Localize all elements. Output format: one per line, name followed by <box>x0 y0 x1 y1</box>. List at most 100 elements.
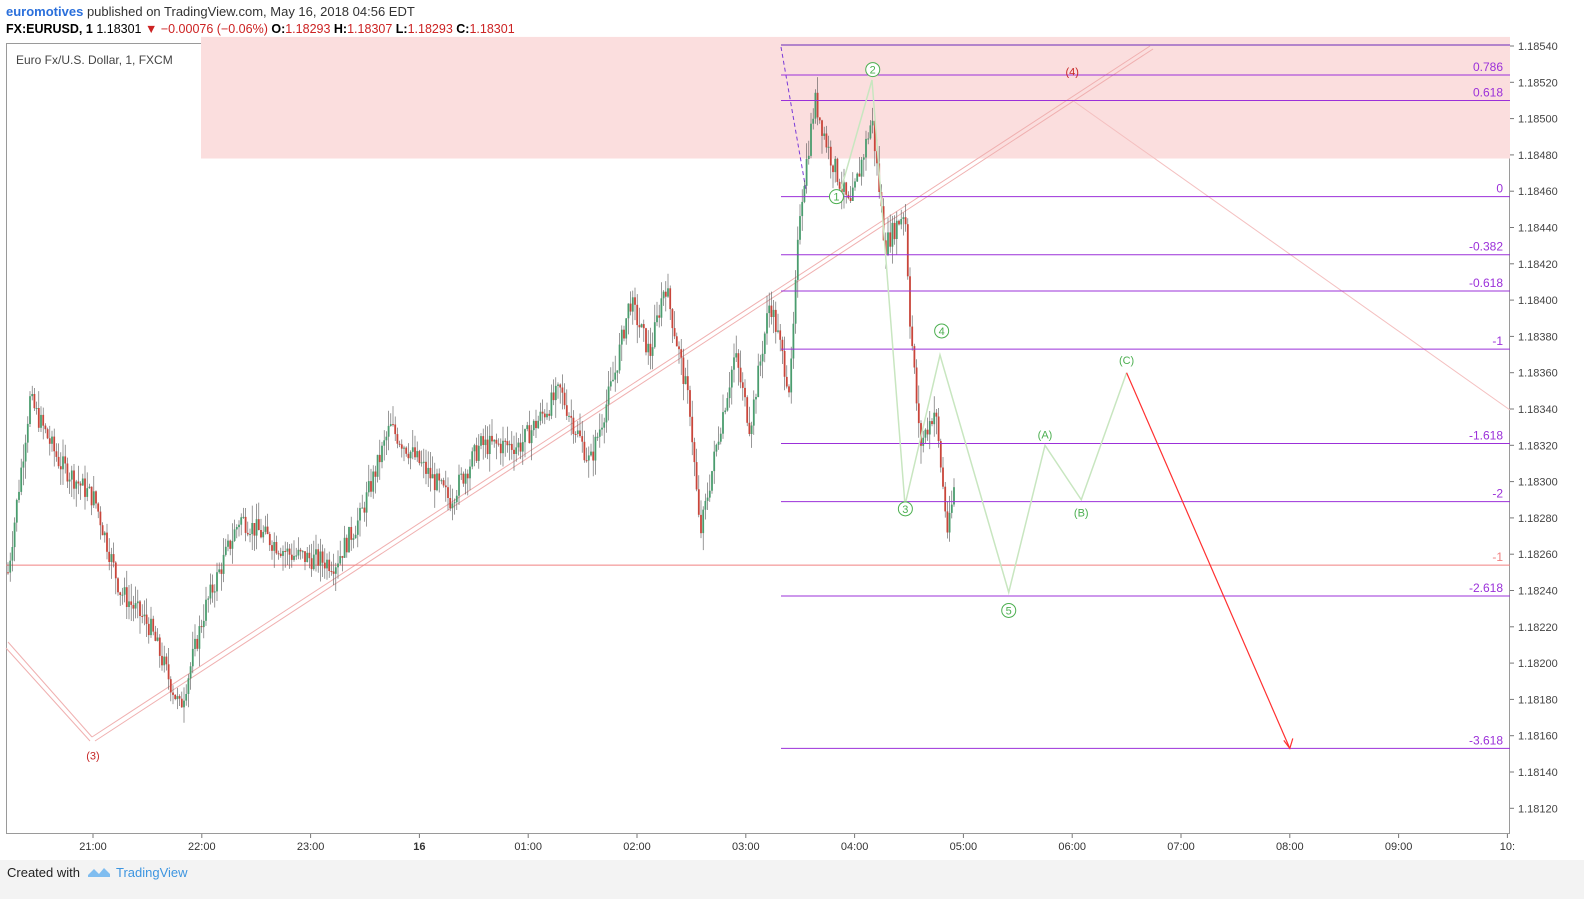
tradingview-logo-icon <box>88 868 110 877</box>
x-tick-label: 07:00 <box>1167 841 1195 853</box>
candle-body <box>656 315 658 323</box>
candle-body <box>715 444 718 452</box>
candle-body <box>218 569 221 573</box>
candle-body <box>420 462 423 464</box>
candle-body <box>812 118 815 124</box>
candle-body <box>266 526 269 534</box>
candle-body <box>233 529 236 541</box>
candle-body <box>680 349 683 358</box>
candle-body <box>871 120 874 126</box>
wave-label: (C) <box>1119 355 1134 367</box>
candle-body <box>876 151 878 164</box>
low-value: 1.18293 <box>407 22 453 36</box>
candle-body <box>92 491 95 506</box>
candle-body <box>772 309 775 317</box>
candle-body <box>733 357 735 370</box>
candle-body <box>191 648 194 667</box>
candle-body <box>249 534 251 536</box>
candle-body <box>246 532 249 535</box>
candle-body <box>779 330 782 340</box>
candle-body <box>653 322 656 348</box>
candle-body <box>108 551 111 562</box>
candle-body <box>510 443 513 450</box>
wave-label: 1 <box>833 192 839 204</box>
candle-body <box>13 522 16 548</box>
author-name[interactable]: euromotives <box>6 4 84 19</box>
candle-body <box>411 447 414 452</box>
candle-body <box>477 445 480 461</box>
candle-body <box>508 443 511 446</box>
candle-body <box>275 542 278 554</box>
candle-body <box>62 456 64 470</box>
candle-body <box>33 394 36 409</box>
candle-body <box>818 117 821 121</box>
candle-body <box>77 481 80 484</box>
created-with-label: Created with <box>7 865 80 880</box>
candle-body <box>741 382 744 388</box>
candle-body <box>928 421 931 435</box>
candle-body <box>66 463 69 482</box>
candle-body <box>385 436 388 441</box>
candle-body <box>937 416 940 441</box>
candle-body <box>264 526 267 532</box>
candle-body <box>139 601 141 616</box>
open-label: O: <box>271 22 286 36</box>
y-tick-label: 1.18220 <box>1518 622 1558 634</box>
candle-body <box>359 508 361 521</box>
candle-body <box>84 478 86 497</box>
candle-body <box>838 181 841 189</box>
candle-body <box>484 439 487 446</box>
candle-body <box>506 441 509 446</box>
candle-body <box>539 411 542 421</box>
publish-info: euromotives published on TradingView.com… <box>6 4 415 19</box>
candle-body <box>889 232 892 247</box>
fib-anchor-line <box>780 46 807 191</box>
candle-body <box>502 440 504 454</box>
y-tick-label: 1.18260 <box>1518 549 1558 561</box>
y-tick-label: 1.18280 <box>1518 513 1558 525</box>
candle-body <box>627 303 630 319</box>
wave-line <box>7 641 93 738</box>
candle-body <box>209 584 212 599</box>
fib-level-label: 0 <box>1496 182 1503 196</box>
wave-label: 3 <box>902 504 908 516</box>
candle-body <box>774 309 777 332</box>
candle-body <box>383 440 386 446</box>
candle-body <box>649 343 652 356</box>
candle-body <box>475 445 478 461</box>
candle-body <box>370 481 372 492</box>
candle-body <box>519 442 522 452</box>
price-chart[interactable]: 0.786 0.618 0 -0.382 -0.618 -1 -1.618 -2 -2.618 -… <box>0 0 1584 860</box>
price-change: ▼ −0.00076 (−0.06%) <box>144 22 268 36</box>
candle-body <box>585 460 588 462</box>
candle-body <box>761 353 764 362</box>
candle-body <box>154 631 157 641</box>
candle-body <box>97 503 100 512</box>
y-tick-label: 1.18320 <box>1518 440 1558 452</box>
candle-body <box>409 451 412 459</box>
candle-body <box>750 425 753 434</box>
candle-body <box>121 594 124 596</box>
candle-body <box>810 123 812 156</box>
candle-body <box>143 614 146 617</box>
tradingview-brand-link[interactable]: TradingView <box>116 865 188 880</box>
candle-body <box>112 554 115 563</box>
candle-body <box>596 436 599 438</box>
candle-body <box>913 346 916 368</box>
candle-body <box>594 436 597 461</box>
candle-body <box>873 120 876 152</box>
candle-body <box>495 439 498 444</box>
candle-body <box>37 408 40 428</box>
candle-body <box>123 587 126 595</box>
symbol-label: FX:EURUSD, 1 <box>6 22 93 36</box>
y-tick-label: 1.18440 <box>1518 223 1558 235</box>
candle-body <box>451 503 454 509</box>
candle-body <box>227 540 229 547</box>
candle-body <box>634 297 636 305</box>
support-line-label: -1 <box>1492 550 1503 564</box>
candle-body <box>110 554 113 562</box>
x-tick-label: 05:00 <box>950 841 978 853</box>
candle-body <box>717 441 720 445</box>
candle-body <box>702 509 705 534</box>
fib-level-label: -1.618 <box>1469 428 1503 442</box>
